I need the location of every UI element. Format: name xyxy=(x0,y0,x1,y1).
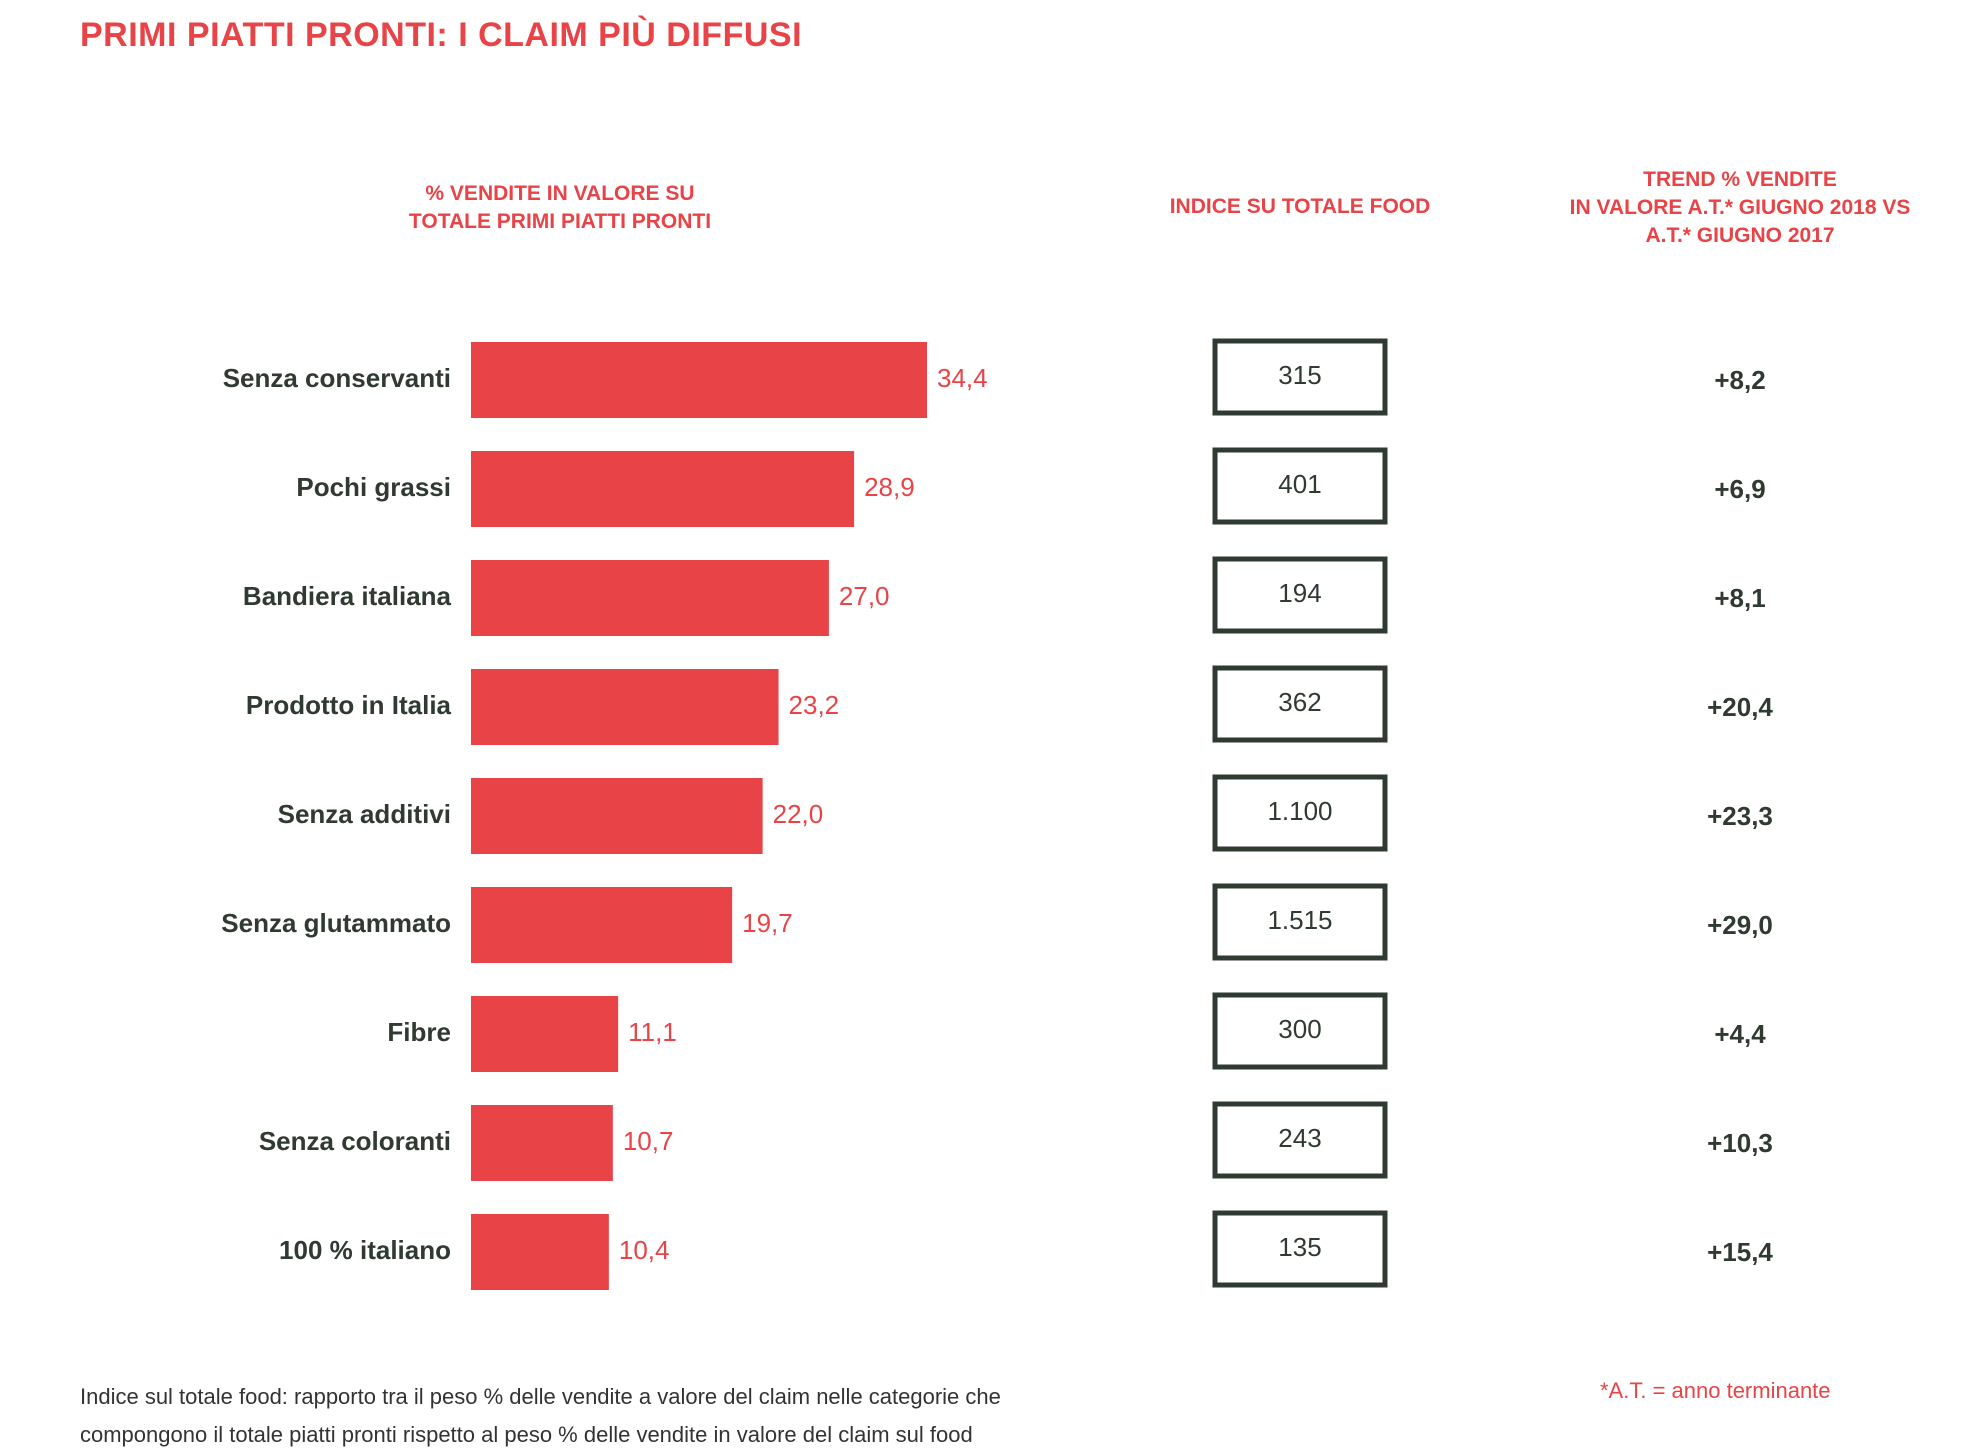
page-title: PRIMI PIATTI PRONTI: I CLAIM PIÙ DIFFUSI xyxy=(80,16,803,54)
column-header-trend: TREND % VENDITE IN VALORE A.T.* GIUGNO 2… xyxy=(1569,168,1911,247)
index-value: 300 xyxy=(1278,1014,1321,1044)
bar xyxy=(471,451,855,527)
index-value: 1.100 xyxy=(1267,796,1332,826)
trend-value: +20,4 xyxy=(1707,692,1773,722)
index-box xyxy=(1212,447,1388,525)
bar xyxy=(471,1214,609,1290)
chart-row: Pochi grassi 28,9 401 +6,9 xyxy=(296,447,1766,527)
chart-row: Senza glutammato 19,7 1.515 +29,0 xyxy=(221,883,1773,963)
index-box xyxy=(1212,883,1388,961)
index-box xyxy=(1212,556,1388,634)
bar-value-label: 11,1 xyxy=(628,1017,677,1047)
chart-row: Fibre 11,1 300 +4,4 xyxy=(387,992,1766,1072)
index-value: 315 xyxy=(1278,360,1321,390)
trend-value: +4,4 xyxy=(1714,1019,1766,1049)
bar-value-label: 10,7 xyxy=(623,1126,674,1156)
bar-value-label: 28,9 xyxy=(864,472,915,502)
note-line-2: compongono il totale piatti pronti rispe… xyxy=(80,1422,973,1447)
index-box xyxy=(1212,1101,1388,1179)
category-label: Pochi grassi xyxy=(296,472,451,502)
claims-chart: Senza conservanti 34,4 315 +8,2 Pochi grassi… xyxy=(221,338,1773,1290)
chart-row: Bandiera italiana 27,0 194 +8,1 xyxy=(243,556,1766,636)
bar-value-label: 23,2 xyxy=(789,690,840,720)
index-box xyxy=(1212,774,1388,852)
category-label: Senza conservanti xyxy=(223,363,451,393)
index-box xyxy=(1212,1210,1388,1288)
bar-value-label: 34,4 xyxy=(937,363,988,393)
trend-value: +6,9 xyxy=(1714,474,1765,504)
trend-value: +8,2 xyxy=(1714,365,1765,395)
chart-row: Prodotto in Italia 23,2 362 +20,4 xyxy=(246,665,1773,745)
bar-value-label: 27,0 xyxy=(839,581,890,611)
category-label: Bandiera italiana xyxy=(243,581,452,611)
trend-value: +15,4 xyxy=(1707,1237,1773,1267)
bar xyxy=(471,560,829,636)
category-label: Senza additivi xyxy=(278,799,451,829)
trend-value: +23,3 xyxy=(1707,801,1773,831)
bar xyxy=(471,887,733,963)
chart-row: Senza coloranti 10,7 243 +10,3 xyxy=(259,1101,1773,1181)
category-label: Fibre xyxy=(387,1017,451,1047)
trend-value: +10,3 xyxy=(1707,1128,1773,1158)
chart-row: 100 % italiano 10,4 135 +15,4 xyxy=(279,1210,1773,1290)
note-line-1: Indice sul totale food: rapporto tra il … xyxy=(80,1384,1001,1409)
index-value: 194 xyxy=(1278,578,1321,608)
column-header-sales: % VENDITE IN VALORE SU TOTALE PRIMI PIAT… xyxy=(408,182,712,233)
index-definition-note: Indice sul totale food: rapporto tra il … xyxy=(80,1378,1260,1454)
trend-value: +8,1 xyxy=(1714,583,1765,613)
chart-row: Senza conservanti 34,4 315 +8,2 xyxy=(223,338,1766,418)
category-label: Senza glutammato xyxy=(221,908,451,938)
index-box xyxy=(1212,338,1388,416)
category-label: Senza coloranti xyxy=(259,1126,451,1156)
bar xyxy=(471,778,763,854)
category-label: 100 % italiano xyxy=(279,1235,451,1265)
bar xyxy=(471,1105,613,1181)
index-value: 401 xyxy=(1278,469,1321,499)
index-value: 243 xyxy=(1278,1123,1321,1153)
bar xyxy=(471,669,779,745)
category-label: Prodotto in Italia xyxy=(246,690,452,720)
bar xyxy=(471,342,927,418)
bar-value-label: 19,7 xyxy=(742,908,793,938)
bar-value-label: 10,4 xyxy=(619,1235,670,1265)
bar-value-label: 22,0 xyxy=(773,799,824,829)
trend-value: +29,0 xyxy=(1707,910,1773,940)
index-value: 1.515 xyxy=(1267,905,1332,935)
index-box xyxy=(1212,992,1388,1070)
index-box xyxy=(1212,665,1388,743)
index-value: 135 xyxy=(1278,1232,1321,1262)
bar xyxy=(471,996,619,1072)
index-value: 362 xyxy=(1278,687,1321,717)
chart-row: Senza additivi 22,0 1.100 +23,3 xyxy=(278,774,1773,854)
at-footnote: *A.T. = anno terminante xyxy=(1600,1378,1831,1403)
column-header-index: INDICE SU TOTALE FOOD xyxy=(1169,195,1431,218)
